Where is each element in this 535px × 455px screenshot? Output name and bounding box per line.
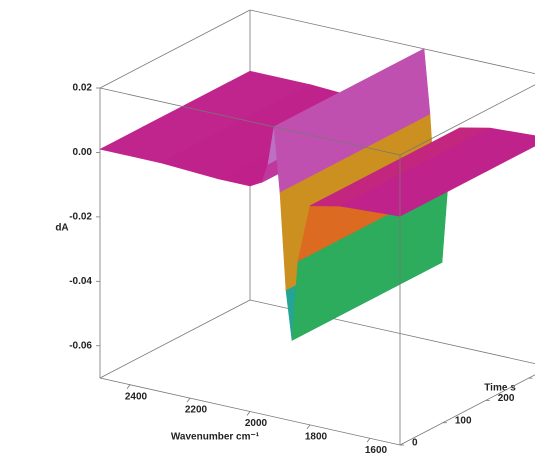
box-edge [399,84,535,156]
z-tick-label: 0.00 [73,147,93,158]
z-axis-label: dA [55,223,68,234]
x-axis-label: Wavenumber cm⁻¹ [171,432,260,443]
z-tick-label: -0.04 [69,276,92,287]
x-tick-label: 2400 [125,391,148,402]
y-tick-label: 100 [455,415,472,426]
x-tick-label: 1800 [305,432,328,443]
box-edge [99,9,251,89]
x-tick [126,384,131,389]
box-edge [249,9,535,75]
x-tick-label: 2000 [245,418,268,429]
y-tick-label: 200 [498,393,515,404]
z-tick-label: 0.02 [73,83,93,94]
y-tick-label: 0 [412,438,418,449]
x-tick [306,424,311,430]
z-tick-label: -0.02 [69,212,92,223]
x-tick-label: 1600 [365,445,388,455]
x-tick [366,438,371,443]
z-tick-label: -0.06 [69,340,92,351]
y-axis-label: Time s [484,383,516,394]
box-edge [99,87,401,156]
x-tick-label: 2200 [185,405,208,416]
x-tick [246,411,251,416]
box-edge [99,299,251,379]
surface-cell [339,183,444,217]
x-tick [186,397,191,403]
box-edge [399,374,535,446]
